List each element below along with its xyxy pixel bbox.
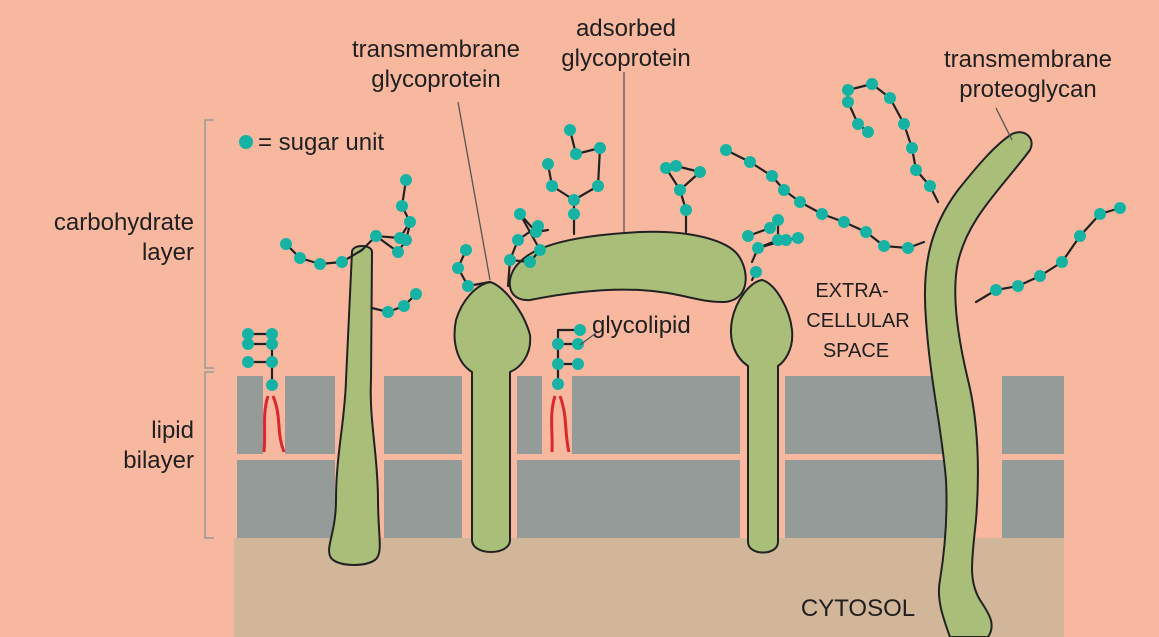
right-transmembrane-protein — [730, 278, 794, 554]
transmembrane-glycoprotein — [453, 280, 532, 553]
adsorbed-glycoprotein — [508, 230, 747, 304]
glycolipid-tails — [262, 395, 571, 453]
text-labels: transmembrane glycoprotein adsorbed glyc… — [54, 15, 1112, 622]
label-lipid-bilayer-2: bilayer — [123, 447, 194, 474]
leader-lines — [457, 72, 1013, 346]
label-lipid-bilayer-1: lipid — [151, 417, 194, 444]
proteins — [328, 131, 1033, 637]
label-extracellular-space-3: SPACE — [823, 340, 889, 362]
label-transmembrane-glycoprotein-1: transmembrane — [352, 36, 520, 63]
label-cytosol: CYTOSOL — [801, 595, 915, 622]
legend-sugar-unit-label: = sugar unit — [258, 129, 384, 156]
label-adsorbed-glycoprotein-1: adsorbed — [576, 15, 676, 42]
lipid-bilayer — [237, 376, 1064, 538]
layer-brackets — [204, 119, 214, 539]
label-glycolipid: glycolipid — [592, 312, 691, 339]
label-extracellular-space-1: EXTRA- — [815, 280, 888, 302]
label-adsorbed-glycoprotein-2: glycoprotein — [561, 45, 690, 72]
label-transmembrane-proteoglycan-2: proteoglycan — [959, 76, 1096, 103]
label-extracellular-space-2: CELLULAR — [806, 310, 909, 332]
label-carbohydrate-layer-2: layer — [142, 239, 194, 266]
label-transmembrane-proteoglycan-1: transmembrane — [944, 46, 1112, 73]
legend-sugar-icon — [239, 135, 253, 149]
sugar-units — [239, 78, 1126, 391]
label-transmembrane-glycoprotein-2: glycoprotein — [371, 66, 500, 93]
left-transmembrane-protein — [328, 245, 381, 566]
transmembrane-proteoglycan — [923, 131, 1033, 637]
label-carbohydrate-layer-1: carbohydrate — [54, 209, 194, 236]
